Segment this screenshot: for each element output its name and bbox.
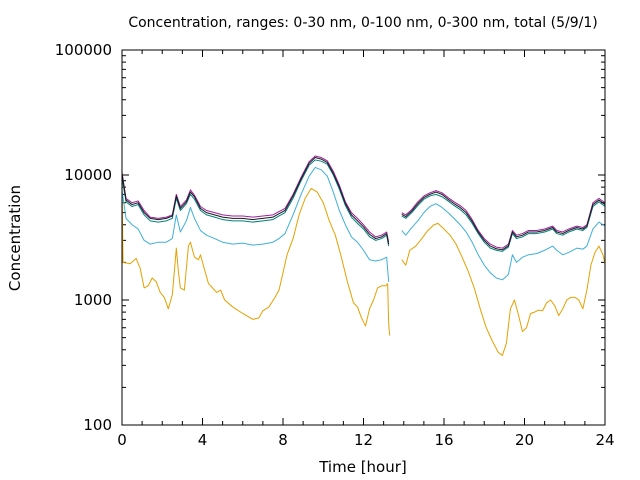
- series-line-1-segment-1: [121, 180, 391, 336]
- y-tick-label: 100: [83, 416, 112, 434]
- y-tick-label: 1000: [74, 291, 112, 309]
- series-line-3-segment-1: [121, 159, 390, 247]
- series-line-3-segment-2: [401, 193, 606, 252]
- x-tick-label: 24: [595, 431, 614, 449]
- series-line-1-segment-2: [401, 222, 606, 356]
- x-tick-label: 4: [198, 431, 208, 449]
- series-group: [121, 155, 606, 356]
- series-line-2-segment-1: [121, 166, 390, 282]
- series-line-5-segment-1: [121, 157, 390, 245]
- x-tick-label: 8: [278, 431, 288, 449]
- x-tick-label: 12: [354, 431, 373, 449]
- x-axis-label: Time [hour]: [318, 458, 407, 476]
- y-tick-label: 10000: [64, 166, 112, 184]
- axis-ticks: 0 4 8 12 16 20 24 100 1000 10000 100000: [55, 41, 615, 449]
- x-tick-label: 16: [434, 431, 453, 449]
- series-line-2-segment-2: [401, 203, 606, 281]
- series-line-4-segment-1: [121, 155, 390, 243]
- chart-title: Concentration, ranges: 0-30 nm, 0-100 nm…: [128, 15, 597, 31]
- series-line-5-segment-2: [401, 191, 606, 251]
- x-tick-label: 0: [117, 431, 127, 449]
- y-tick-label: 100000: [55, 41, 112, 59]
- series-line-4-segment-2: [401, 190, 606, 249]
- plot-frame: [121, 49, 606, 426]
- y-axis-label: Concentration: [6, 185, 24, 291]
- x-tick-label: 20: [515, 431, 534, 449]
